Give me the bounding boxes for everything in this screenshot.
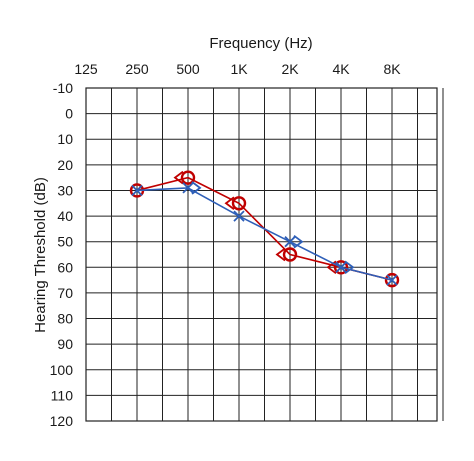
x-tick-label: 4K <box>332 61 350 77</box>
circle-marker <box>180 170 196 185</box>
x-tick-labels: 125 250 500 1K 2K 4K 8K <box>74 61 401 77</box>
y-tick-label: 90 <box>57 336 73 352</box>
y-tick-label: 10 <box>57 131 73 147</box>
circle-marker <box>333 260 349 275</box>
x-axis-title: Frequency (Hz) <box>209 35 312 52</box>
bracket-left-marker <box>275 247 286 262</box>
y-tick-labels: -10 0 10 20 30 40 50 60 70 80 90 100 110 120 <box>50 80 74 429</box>
cross-marker <box>284 236 296 248</box>
circle-marker <box>384 272 400 288</box>
cross-marker <box>233 210 245 222</box>
y-tick-label: 80 <box>57 311 73 327</box>
circle-marker <box>231 196 247 211</box>
bracket-left-marker <box>224 196 235 210</box>
cross-marker <box>386 274 398 286</box>
x-tick-label: 2K <box>281 61 299 77</box>
series-bracket-right <box>191 181 355 275</box>
x-tick-label: 125 <box>74 61 98 77</box>
y-tick-label: 40 <box>57 208 73 224</box>
cross-marker <box>182 182 194 194</box>
x-tick-label: 500 <box>176 61 200 77</box>
x-tick-label: 1K <box>230 61 248 77</box>
cross-marker <box>335 261 347 273</box>
y-axis-title: Hearing Threshold (dB) <box>32 177 49 333</box>
bracket-left-marker <box>173 170 184 185</box>
y-tick-label: 20 <box>57 157 73 173</box>
bracket-right-marker <box>293 234 304 249</box>
bracket-right-marker <box>344 260 355 275</box>
cross-marker <box>131 184 143 197</box>
plot-grid <box>85 87 444 422</box>
y-tick-label: 30 <box>57 182 73 198</box>
circle-marker <box>282 247 298 262</box>
y-tick-label: 50 <box>57 234 73 250</box>
y-tick-label: 120 <box>50 413 74 429</box>
y-tick-label: 110 <box>51 387 74 403</box>
y-tick-label: 100 <box>50 362 74 378</box>
bracket-right-marker <box>191 181 202 195</box>
y-tick-label: 70 <box>57 285 73 301</box>
data-series <box>129 170 400 288</box>
x-tick-label: 8K <box>383 61 401 77</box>
y-tick-label: 0 <box>65 106 73 122</box>
x-tick-label: 250 <box>125 61 149 77</box>
plot-border <box>85 87 438 422</box>
y-tick-label: -10 <box>53 80 73 96</box>
y-tick-label: 60 <box>57 259 73 275</box>
